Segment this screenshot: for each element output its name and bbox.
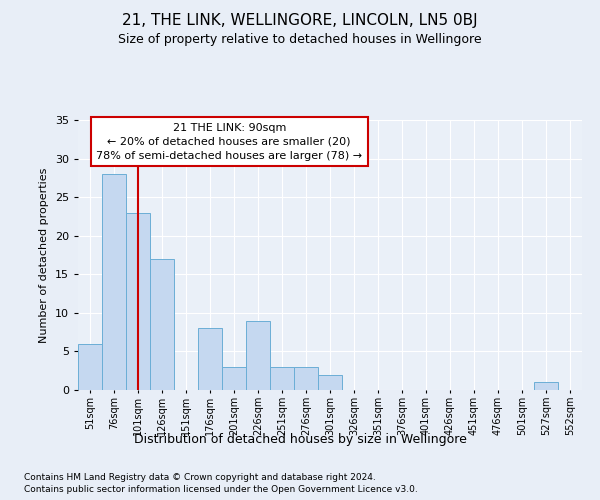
Text: Distribution of detached houses by size in Wellingore: Distribution of detached houses by size … (134, 432, 466, 446)
Text: Contains HM Land Registry data © Crown copyright and database right 2024.: Contains HM Land Registry data © Crown c… (24, 472, 376, 482)
Bar (198, 328, 222, 390)
Text: Size of property relative to detached houses in Wellingore: Size of property relative to detached ho… (118, 32, 482, 46)
Text: Contains public sector information licensed under the Open Government Licence v3: Contains public sector information licen… (24, 485, 418, 494)
Text: 21 THE LINK: 90sqm
← 20% of detached houses are smaller (20)
78% of semi-detache: 21 THE LINK: 90sqm ← 20% of detached hou… (96, 122, 362, 160)
Bar (78, 344, 102, 390)
Bar (246, 320, 270, 390)
Text: 21, THE LINK, WELLINGORE, LINCOLN, LN5 0BJ: 21, THE LINK, WELLINGORE, LINCOLN, LN5 0… (122, 12, 478, 28)
Bar (534, 382, 558, 390)
Bar (270, 367, 294, 390)
Bar (318, 374, 342, 390)
Bar (102, 174, 126, 390)
Bar (222, 367, 246, 390)
Bar (150, 259, 174, 390)
Bar (126, 212, 150, 390)
Y-axis label: Number of detached properties: Number of detached properties (39, 168, 49, 342)
Bar (294, 367, 318, 390)
